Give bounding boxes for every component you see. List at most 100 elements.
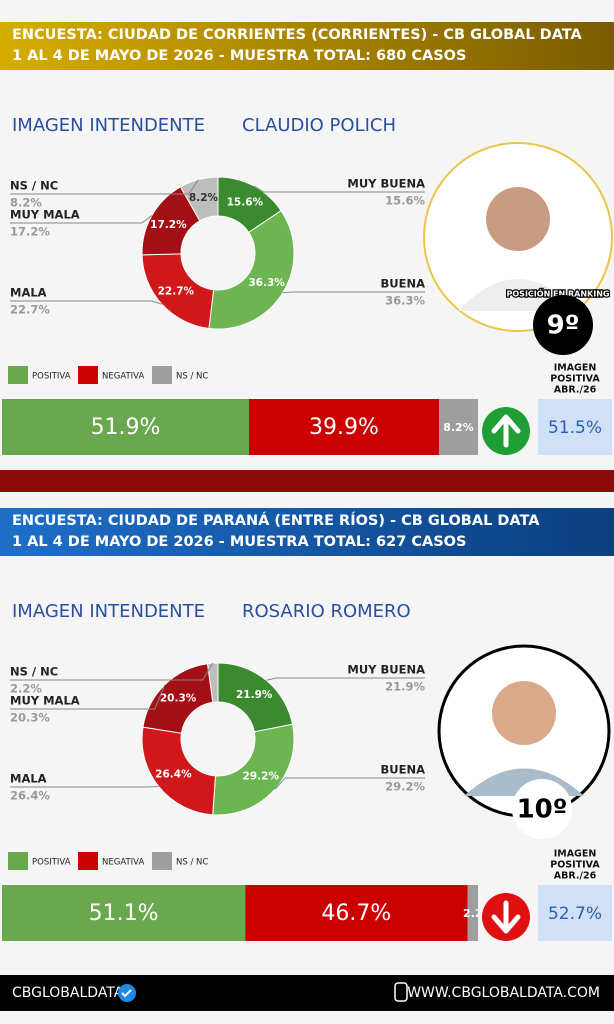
legend-label: NEGATIVA	[102, 372, 144, 382]
slice-label: 21.9%	[236, 689, 273, 701]
header-band	[0, 22, 614, 70]
previous-box	[538, 885, 612, 941]
mayor-name: ROSARIO ROMERO	[242, 601, 411, 622]
mayor-name: CLAUDIO POLICH	[242, 115, 396, 136]
slice-label: 26.4%	[155, 768, 192, 780]
legend-label: NEGATIVA	[102, 858, 144, 868]
trend-arrow	[491, 414, 521, 448]
previous-label: IMAGEN	[554, 363, 597, 374]
ranking-label: POSICIÓN EN RANKING	[507, 288, 610, 299]
slice-label: 17.2%	[150, 219, 187, 231]
footer-bar	[0, 975, 614, 1011]
previous-label: ABR./26	[554, 385, 597, 396]
hand-icon	[394, 982, 408, 1002]
bar-label: 39.9%	[309, 415, 379, 440]
bar-segment	[249, 399, 439, 455]
bar-segment	[467, 885, 478, 941]
legend-swatch	[78, 852, 98, 870]
callout-category: MALA	[10, 772, 47, 786]
callout-category: NS / NC	[10, 665, 58, 679]
footer-url: WWW.CBGLOBALDATA.COM	[407, 985, 600, 1001]
callout-value: 15.6%	[385, 194, 425, 208]
slice-label: 22.7%	[158, 285, 195, 297]
slice-label: 15.6%	[227, 197, 264, 209]
slice-label: 29.2%	[243, 771, 280, 783]
callout-line	[253, 185, 425, 193]
verified-check	[121, 989, 132, 998]
bar-segment	[245, 885, 468, 941]
callout-value: 29.2%	[385, 780, 425, 794]
bar-label: 8.2%	[443, 421, 474, 434]
legend-label: POSITIVA	[32, 372, 71, 382]
section-title: IMAGEN INTENDENTE	[12, 601, 205, 622]
previous-label: POSITIVA	[550, 860, 600, 871]
callout-line	[10, 215, 153, 224]
ranking-value: 10º	[517, 795, 568, 825]
callout-line	[10, 179, 200, 195]
slice-label: 8.2%	[189, 192, 219, 204]
callout-category: NS / NC	[10, 179, 58, 193]
donut-slice	[206, 662, 219, 703]
bar-segment	[2, 399, 250, 455]
divider	[0, 470, 614, 492]
footer-brand: CBGLOBALDATA	[12, 985, 124, 1001]
previous-value: 52.7%	[548, 904, 602, 924]
callout-line	[10, 662, 214, 681]
ranking-value: 9º	[547, 311, 580, 341]
callout-line	[10, 300, 162, 305]
previous-box	[538, 399, 612, 455]
legend-label: NS / NC	[176, 858, 208, 868]
header-line: ENCUESTA: CIUDAD DE PARANÁ (ENTRE RÍOS) …	[12, 512, 540, 529]
callout-category: MUY BUENA	[347, 177, 425, 191]
header-line: 1 AL 4 DE MAYO DE 2026 - MUESTRA TOTAL: …	[12, 48, 466, 64]
donut-slice	[208, 209, 295, 330]
bar-segment	[438, 399, 478, 455]
callout-category: MALA	[10, 286, 47, 300]
legend-swatch	[152, 852, 172, 870]
bar-label: 46.7%	[321, 901, 391, 926]
callout-category: BUENA	[381, 277, 426, 291]
callout-category: MUY MALA	[10, 208, 80, 222]
bar-label: 51.1%	[89, 901, 159, 926]
callout-value: 22.7%	[10, 303, 50, 317]
donut-slice	[212, 723, 295, 816]
callout-line	[266, 677, 425, 681]
previous-label: IMAGEN	[554, 849, 597, 860]
callout-category: MUY MALA	[10, 694, 80, 708]
callout-value: 2.2%	[10, 682, 42, 696]
previous-label: POSITIVA	[550, 374, 600, 385]
callout-line	[10, 785, 159, 788]
donut-slice	[179, 176, 219, 222]
callout-value: 20.3%	[10, 711, 50, 725]
callout-value: 36.3%	[385, 294, 425, 308]
trend-arrow	[491, 900, 521, 934]
legend-label: POSITIVA	[32, 858, 71, 868]
header-band	[0, 508, 614, 556]
slice-label: 20.3%	[160, 692, 197, 704]
ranking-badge	[512, 779, 572, 839]
previous-value: 51.5%	[548, 418, 602, 438]
callout-value: 17.2%	[10, 225, 50, 239]
legend-swatch	[8, 366, 28, 384]
callout-category: BUENA	[381, 763, 426, 777]
photo-head	[486, 187, 550, 251]
bar-segment	[2, 885, 246, 941]
legend-swatch	[152, 366, 172, 384]
header-line: ENCUESTA: CIUDAD DE CORRIENTES (CORRIENT…	[12, 27, 583, 43]
callout-value: 21.9%	[385, 680, 425, 694]
callout-line	[274, 777, 425, 790]
section-title: IMAGEN INTENDENTE	[12, 115, 205, 136]
ranking-badge	[533, 295, 593, 355]
callout-value: 26.4%	[10, 789, 50, 803]
bar-label: 2.2	[463, 907, 483, 920]
callout-line	[10, 684, 166, 710]
callout-category: MUY BUENA	[347, 663, 425, 677]
donut-slice	[141, 726, 216, 816]
photo-head	[492, 681, 556, 745]
callout-line	[282, 291, 425, 294]
previous-label: ABR./26	[554, 871, 597, 882]
header-line: 1 AL 4 DE MAYO DE 2026 - MUESTRA TOTAL: …	[12, 534, 466, 550]
legend-label: NS / NC	[176, 372, 208, 382]
